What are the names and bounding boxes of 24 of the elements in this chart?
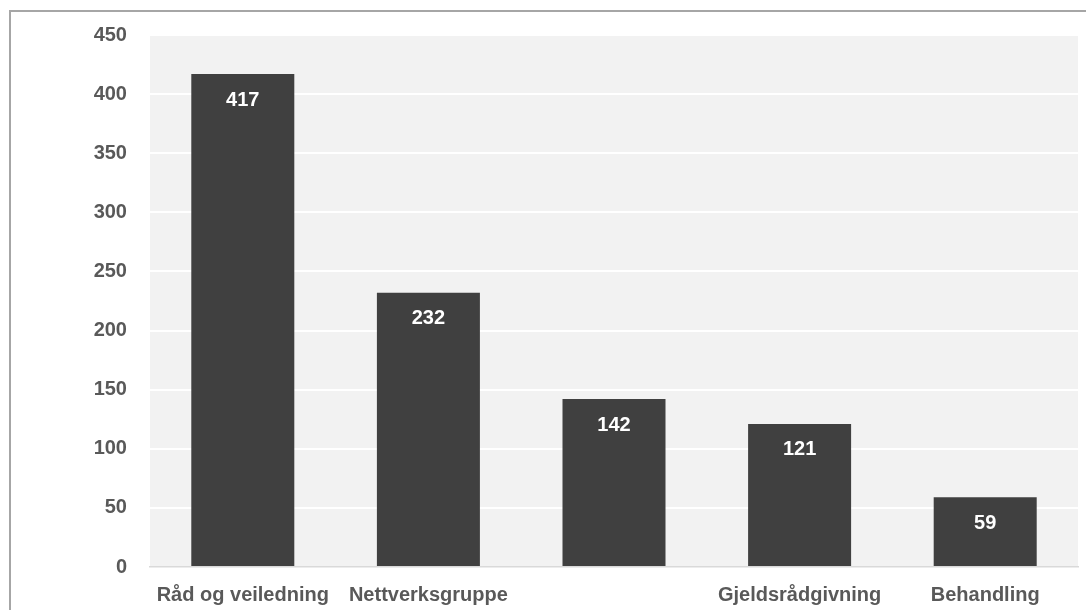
y-tick-label: 50 (104, 495, 127, 518)
y-tick-label: 0 (115, 554, 127, 577)
y-tick-label: 450 (93, 22, 127, 45)
x-tick-label: Råd og veiledning (156, 582, 329, 605)
x-tick-label: Nettverksgruppe (348, 582, 508, 605)
data-label: 59 (974, 510, 997, 533)
bar (748, 423, 852, 566)
y-tick-label: 150 (93, 377, 127, 400)
x-tick-label: Gjeldsrådgivning (717, 582, 882, 605)
data-label: 417 (226, 87, 260, 110)
bar (376, 292, 480, 566)
x-tick-label: Behandling (930, 582, 1040, 605)
y-tick-label: 250 (93, 258, 127, 281)
bar (562, 399, 666, 566)
y-tick-label: 300 (93, 199, 127, 222)
y-tick-label: 100 (93, 436, 127, 459)
bar (933, 497, 1037, 566)
data-label: 121 (782, 437, 817, 460)
y-tick-label: 350 (93, 140, 127, 163)
bar (191, 74, 295, 566)
y-tick-label: 200 (93, 318, 127, 341)
data-label: 142 (597, 412, 631, 435)
data-label: 232 (411, 306, 446, 329)
y-tick-label: 400 (93, 81, 127, 104)
